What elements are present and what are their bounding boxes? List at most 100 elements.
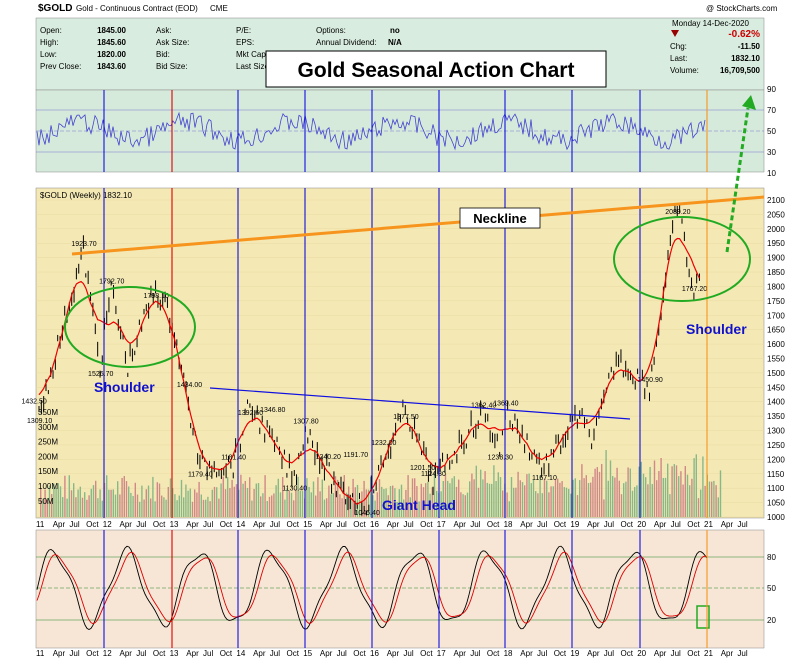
quote-value: 1843.60 [97, 62, 126, 71]
quote-col2-label: Bid Size: [156, 62, 188, 71]
x-axis-label: Jul [470, 520, 480, 529]
price-data-label: 1432.50 [21, 398, 46, 405]
quote-right-value: 1832.10 [731, 54, 760, 63]
price-data-label: 1124.30 [421, 471, 446, 478]
price-data-label: 1369.40 [493, 401, 518, 408]
quote-col3-label: EPS: [236, 38, 254, 47]
stoch-highlight-box [696, 605, 710, 629]
price-data-label: 1179.40 [188, 471, 213, 478]
projection-arrow [725, 107, 750, 253]
x-axis-label: Jul [337, 520, 347, 529]
right-shoulder-ellipse [613, 216, 751, 302]
quote-label: Prev Close: [40, 62, 81, 71]
x-axis-label: Oct [487, 520, 500, 529]
x-axis-label-bottom: 11 [36, 649, 45, 658]
price-tick: 1600 [767, 340, 785, 349]
quote-right-value: 16,709,500 [720, 66, 761, 75]
x-axis-label: Jul [604, 520, 614, 529]
x-axis-label-bottom: Apr [721, 649, 734, 658]
x-axis-label-bottom: Jul [537, 649, 547, 658]
x-axis-label: Jul [737, 520, 747, 529]
quote-right-label: Chg: [670, 42, 687, 51]
x-axis-label-bottom: Oct [487, 649, 500, 658]
x-axis-label-bottom: Oct [153, 649, 166, 658]
x-axis-label: 15 [303, 520, 312, 529]
price-tick: 1400 [767, 398, 785, 407]
price-tick: 1300 [767, 427, 785, 436]
x-axis-label: Apr [320, 520, 333, 529]
price-tick: 1350 [767, 412, 785, 421]
x-axis-label: 12 [103, 520, 112, 529]
x-axis-label: Apr [253, 520, 266, 529]
x-axis-label: Apr [53, 520, 66, 529]
x-axis-label: 21 [704, 520, 713, 529]
x-axis-label: 19 [570, 520, 579, 529]
x-axis-label: 11 [36, 520, 45, 529]
price-data-label: 1767.20 [682, 286, 707, 293]
options-value: no [390, 26, 400, 35]
x-axis-label: Oct [687, 520, 700, 529]
price-tick: 1900 [767, 254, 785, 263]
x-axis-label-bottom: 17 [437, 649, 446, 658]
x-axis-label-bottom: Oct [287, 649, 300, 658]
rsi-tick: 10 [767, 169, 776, 178]
price-data-label: 1181.40 [221, 455, 246, 462]
watermark: @ StockCharts.com [706, 4, 778, 13]
price-data-label: 1450.90 [638, 377, 663, 384]
x-axis-label: Oct [353, 520, 366, 529]
price-tick: 1650 [767, 326, 785, 335]
x-axis-label-bottom: Oct [687, 649, 700, 658]
price-data-label: 1923.70 [71, 241, 96, 248]
x-axis-label: Oct [287, 520, 300, 529]
symbol: $GOLD [38, 3, 72, 14]
dividend-label: Annual Dividend: [316, 38, 376, 47]
quote-value: 1845.60 [97, 38, 126, 47]
x-axis-label-bottom: 21 [704, 649, 713, 658]
x-axis-label-bottom: 18 [504, 649, 513, 658]
change-pct: -0.62% [728, 29, 760, 40]
x-axis-label-bottom: Apr [53, 649, 66, 658]
x-axis-label-bottom: Oct [554, 649, 567, 658]
moving-average-line [38, 237, 700, 506]
price-tick: 1550 [767, 355, 785, 364]
down-arrow-icon [671, 30, 679, 37]
x-axis-label: 17 [437, 520, 446, 529]
quote-right-label: Last: [670, 54, 687, 63]
x-axis-label: 14 [236, 520, 245, 529]
x-axis-label-bottom: 19 [570, 649, 579, 658]
price-data-label: 1434.00 [177, 382, 202, 389]
x-axis-label: Jul [671, 520, 681, 529]
volume-tick: 50M [38, 497, 54, 506]
price-data-label: 1309.10 [27, 418, 52, 425]
price-tick: 1700 [767, 311, 785, 320]
x-axis-label: Oct [621, 520, 634, 529]
x-axis-label: 20 [637, 520, 646, 529]
neckline-box [459, 207, 541, 229]
x-axis-label-bottom: Apr [587, 649, 600, 658]
price-data-label: 1045.40 [354, 510, 379, 517]
x-axis-label: 13 [170, 520, 179, 529]
x-axis-label-bottom: 15 [303, 649, 312, 658]
x-axis-label: Oct [86, 520, 99, 529]
x-axis-label-bottom: Apr [520, 649, 533, 658]
stoch-tick: 20 [767, 616, 776, 625]
quote-col2-label: Ask Size: [156, 38, 189, 47]
dividend-value: N/A [388, 38, 402, 47]
x-axis-label: Apr [721, 520, 734, 529]
volume-tick: 350M [38, 408, 58, 417]
price-data-label: 1201.50 [410, 465, 435, 472]
rsi-tick: 70 [767, 106, 776, 115]
x-axis-label-bottom: Jul [604, 649, 614, 658]
quote-col3-label: Last Size: [236, 62, 271, 71]
quote-label: High: [40, 38, 59, 47]
price-label: $GOLD (Weekly) 1832.10 [40, 191, 132, 200]
price-data-label: 1232.00 [371, 440, 396, 447]
quote-col3-label: Mkt Cap: [236, 50, 268, 59]
quote-label: Low: [40, 50, 57, 59]
quote-label: Open: [40, 26, 62, 35]
rsi-tick: 30 [767, 148, 776, 157]
quote-value: 1820.00 [97, 50, 126, 59]
quote-right-value: -11.50 [738, 42, 761, 51]
x-axis-label-bottom: Oct [420, 649, 433, 658]
title-box [265, 50, 607, 88]
